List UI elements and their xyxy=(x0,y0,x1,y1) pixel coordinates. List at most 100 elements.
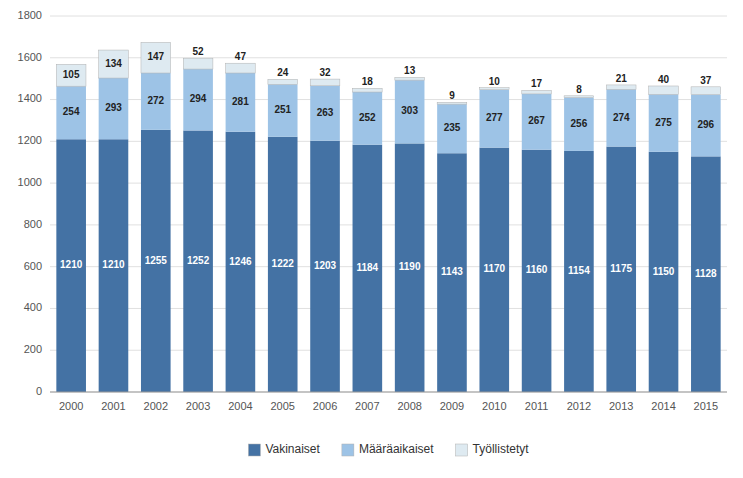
x-tick-label: 2015 xyxy=(694,400,718,412)
data-label: 254 xyxy=(63,106,80,117)
bar-segment xyxy=(141,130,171,392)
data-label: 105 xyxy=(63,69,80,80)
bar-segment xyxy=(56,139,86,392)
data-label: 1190 xyxy=(399,261,421,272)
bar-segment xyxy=(56,64,86,86)
bar-segment xyxy=(522,150,552,392)
bar-segment xyxy=(606,147,636,392)
bar-segment xyxy=(479,148,509,392)
x-tick-label: 2003 xyxy=(186,400,210,412)
legend-swatch xyxy=(456,444,468,456)
data-label: 275 xyxy=(655,117,672,128)
y-axis: 020040060080010001200140016001800 xyxy=(18,9,42,397)
data-label: 1210 xyxy=(60,259,83,270)
data-label: 303 xyxy=(401,105,418,116)
x-tick-label: 2006 xyxy=(313,400,337,412)
y-tick-label: 0 xyxy=(36,385,42,397)
y-tick-label: 400 xyxy=(24,301,42,313)
bar-segment xyxy=(56,86,86,139)
bar-segment xyxy=(310,141,340,392)
data-label: 1210 xyxy=(102,259,125,270)
bar-segment xyxy=(353,92,383,145)
bar-segment xyxy=(99,139,129,392)
bar-segment xyxy=(437,153,467,392)
bar-segment xyxy=(649,94,679,151)
bar-segment xyxy=(226,132,256,392)
bar-segment xyxy=(522,90,552,94)
y-tick-label: 1200 xyxy=(18,134,42,146)
bar-segment xyxy=(99,78,129,139)
x-tick-label: 2004 xyxy=(228,400,252,412)
x-tick-label: 2002 xyxy=(144,400,168,412)
data-label: 1150 xyxy=(653,266,675,277)
bar-segment xyxy=(564,151,594,392)
data-label: 1255 xyxy=(145,255,168,266)
data-label: 251 xyxy=(274,104,291,115)
bar-segment xyxy=(395,77,425,80)
bar-segment xyxy=(606,89,636,146)
data-label: 1222 xyxy=(272,258,295,269)
x-tick-label: 2013 xyxy=(609,400,633,412)
bar-segment xyxy=(691,95,721,157)
data-label: 9 xyxy=(449,90,455,101)
data-label: 294 xyxy=(190,93,207,104)
bar-segment xyxy=(649,86,679,94)
y-tick-label: 1600 xyxy=(18,51,42,63)
bar-segment xyxy=(268,79,298,84)
bar-segment xyxy=(691,87,721,95)
grid-line xyxy=(50,16,727,17)
legend-label: Vakinaiset xyxy=(265,442,320,456)
data-label: 147 xyxy=(147,51,164,62)
data-label: 296 xyxy=(698,119,715,130)
data-label: 256 xyxy=(571,118,588,129)
x-tick-label: 2009 xyxy=(440,400,464,412)
bar-segment xyxy=(141,73,171,130)
bar-segment xyxy=(395,143,425,392)
data-label: 21 xyxy=(616,73,628,84)
legend-item: Vakinaiset xyxy=(248,442,320,456)
bar-segment xyxy=(691,156,721,392)
bar-segment xyxy=(141,42,171,73)
bar-segment xyxy=(522,94,552,150)
bar-segment xyxy=(99,50,129,78)
data-label: 1143 xyxy=(441,266,463,277)
grid xyxy=(50,16,727,392)
data-label: 277 xyxy=(486,112,503,123)
y-tick-label: 800 xyxy=(24,218,42,230)
bar-segment xyxy=(564,97,594,150)
chart: 0200400600800100012001400160018001210121… xyxy=(0,0,743,478)
data-label: 272 xyxy=(147,95,164,106)
legend-label: Työllistetyt xyxy=(473,442,530,456)
x-tick-label: 2008 xyxy=(397,400,421,412)
data-label: 40 xyxy=(658,74,670,85)
bar-segment xyxy=(310,86,340,141)
bar-segment xyxy=(437,102,467,104)
x-axis-line xyxy=(50,392,727,393)
bar-segment xyxy=(606,85,636,89)
bar-segment xyxy=(183,69,213,130)
x-tick-label: 2011 xyxy=(525,400,549,412)
grid-line xyxy=(50,392,727,393)
data-label: 274 xyxy=(613,112,630,123)
bar-segment xyxy=(395,80,425,143)
data-label: 1175 xyxy=(610,263,632,274)
data-label: 293 xyxy=(105,102,122,113)
x-tick-label: 2007 xyxy=(355,400,379,412)
bar-segment xyxy=(310,79,340,86)
bar-segment xyxy=(353,145,383,392)
data-label: 1184 xyxy=(356,262,378,273)
y-tick-label: 600 xyxy=(24,260,42,272)
y-tick-label: 1800 xyxy=(18,9,42,21)
bar-segment xyxy=(564,96,594,98)
data-label: 18 xyxy=(362,76,374,87)
data-label: 252 xyxy=(359,112,376,123)
bar-segment xyxy=(649,152,679,392)
data-label: 1128 xyxy=(695,268,717,279)
data-label: 32 xyxy=(319,67,331,78)
data-label: 235 xyxy=(444,122,461,133)
y-tick-label: 1000 xyxy=(18,176,42,188)
data-labels: 1210121012551252124612221203118411901143… xyxy=(60,46,717,279)
y-tick-label: 200 xyxy=(24,343,42,355)
x-tick-label: 2012 xyxy=(567,400,591,412)
x-tick-label: 2014 xyxy=(651,400,675,412)
